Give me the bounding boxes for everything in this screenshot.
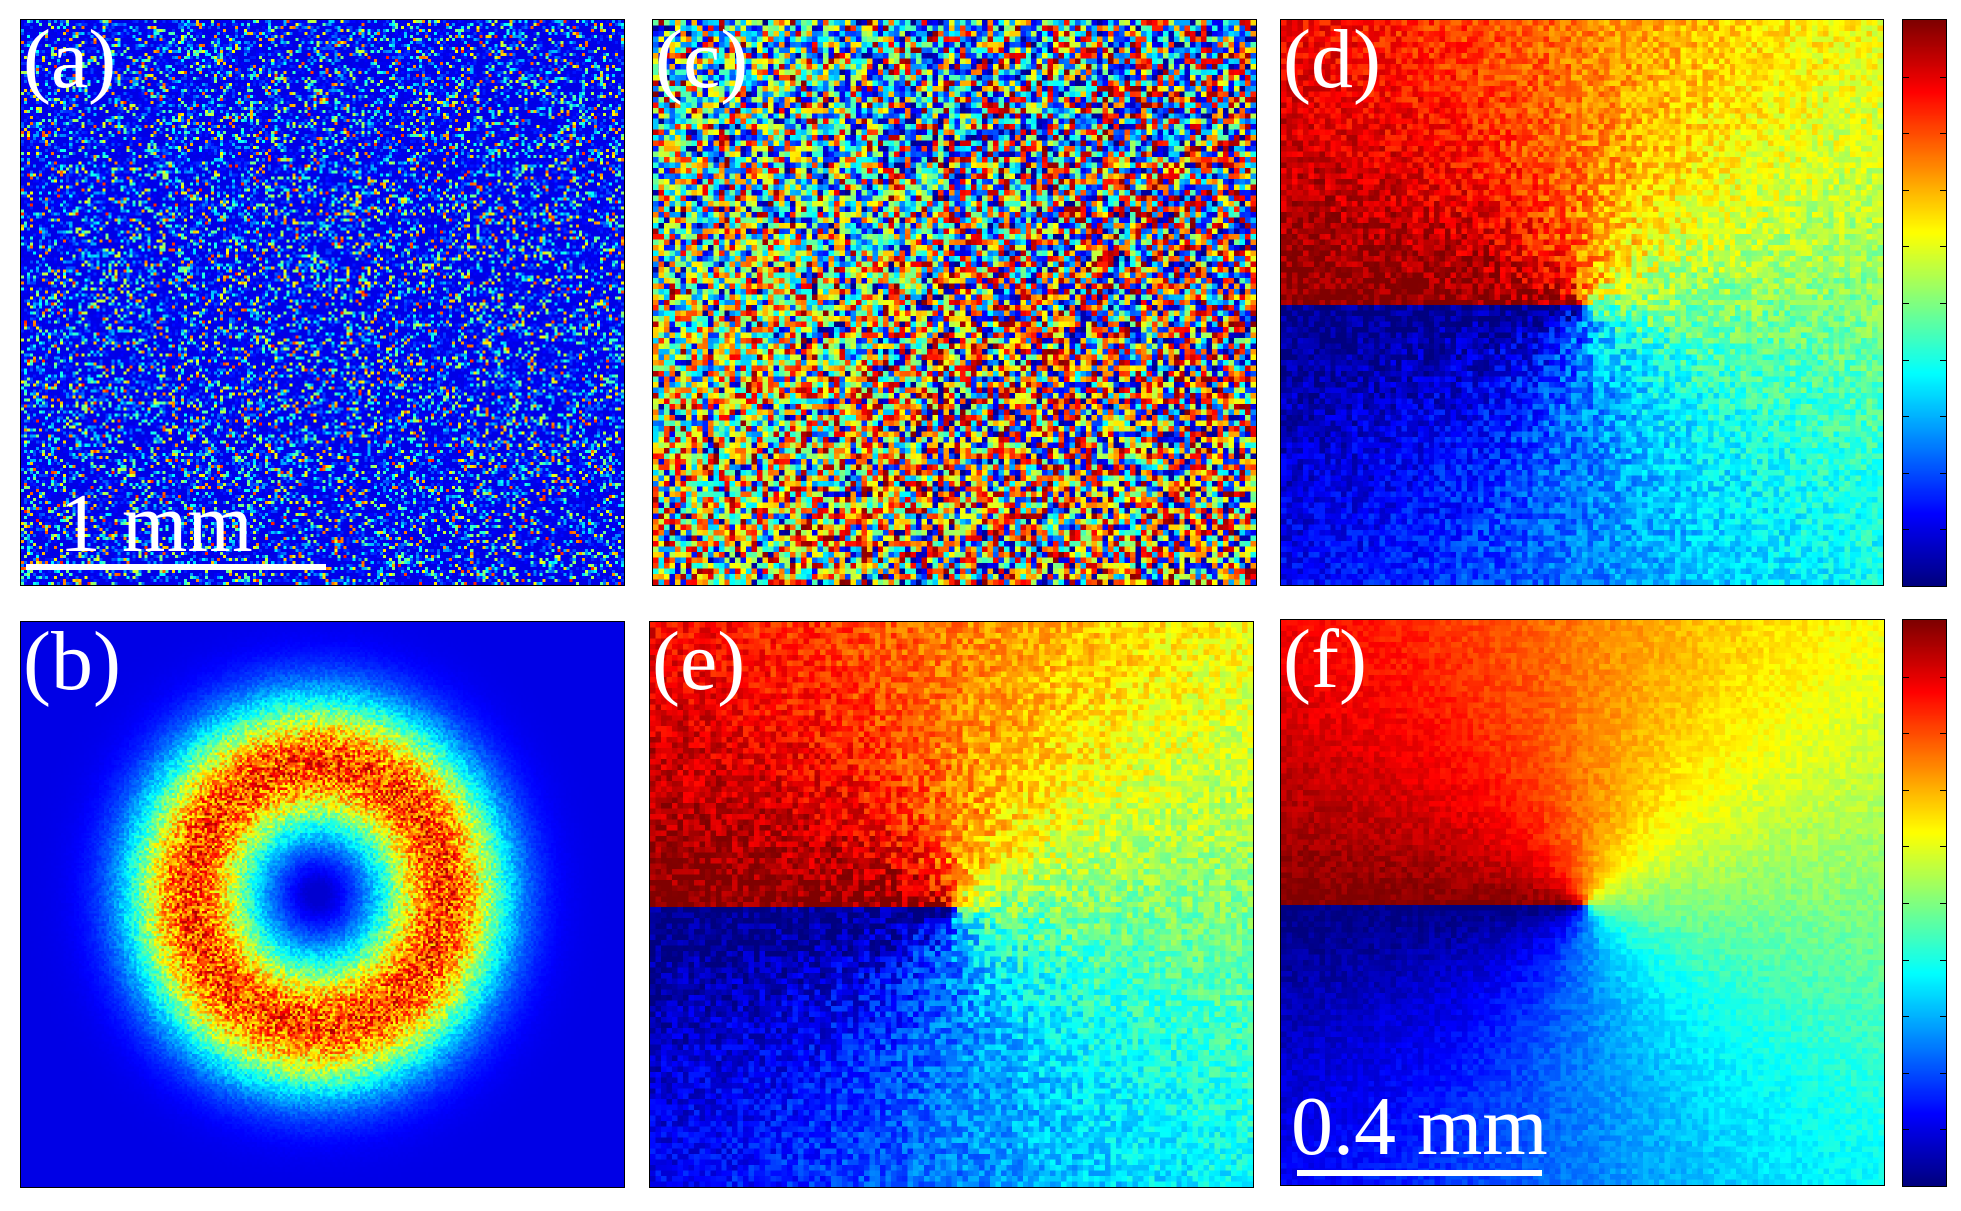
panel-a-label: (a) <box>23 19 117 106</box>
colorbar-bottom <box>1902 619 1947 1187</box>
panel-a-image <box>21 20 624 585</box>
colorbar-top-gradient <box>1903 20 1946 586</box>
panel-f-label: (f) <box>1283 619 1367 706</box>
panel-d-label: (d) <box>1283 19 1381 106</box>
panel-b-donut-intensity: (b) <box>20 621 625 1188</box>
scalebar-f-label: 0.4 mm <box>1291 1080 1548 1173</box>
panel-d-image <box>1281 20 1883 585</box>
scalebar-f-line <box>1297 1170 1542 1176</box>
panel-f-vortex-phase: (f) 0.4 mm <box>1280 619 1885 1186</box>
colorbar-top <box>1902 19 1947 587</box>
panel-e-label: (e) <box>652 621 746 708</box>
panel-a-speckle-intensity: (a) 1 mm <box>20 19 625 586</box>
panel-c-image <box>653 20 1256 585</box>
colorbar-bottom-gradient <box>1903 620 1946 1186</box>
panel-c-label: (c) <box>655 19 749 106</box>
panel-f-image <box>1281 620 1884 1185</box>
panel-d-vortex-phase: (d) <box>1280 19 1884 586</box>
panel-e-image <box>650 622 1253 1187</box>
scalebar-a-line <box>26 564 326 570</box>
panel-b-label: (b) <box>23 621 121 708</box>
panel-e-vortex-phase: (e) <box>649 621 1254 1188</box>
panel-c-speckle-phase: (c) <box>652 19 1257 586</box>
panel-b-image <box>21 622 624 1187</box>
scalebar-a-label: 1 mm <box>59 477 253 570</box>
